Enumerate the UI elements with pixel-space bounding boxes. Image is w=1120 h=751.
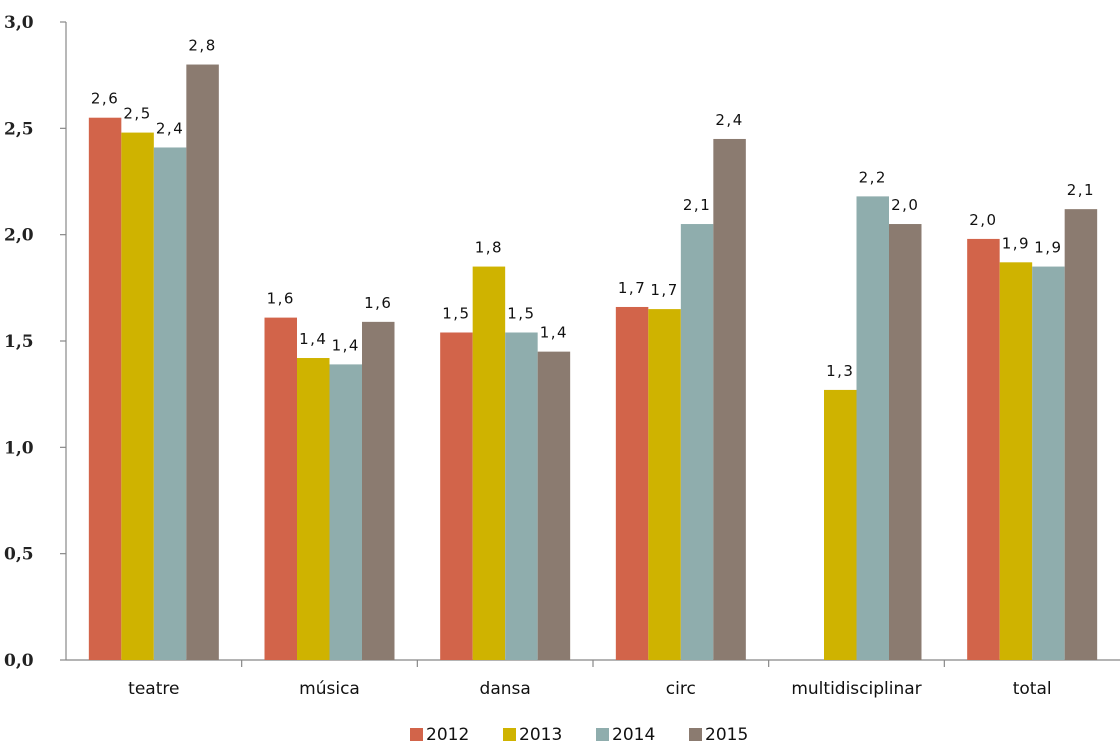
bar <box>889 224 922 661</box>
bar <box>824 389 857 660</box>
bar <box>999 262 1033 660</box>
data-label: 1,8 <box>475 239 503 257</box>
legend-label: 2012 <box>426 725 469 745</box>
legend-label: 2013 <box>519 725 562 745</box>
data-label: 2,0 <box>891 196 919 214</box>
bar <box>680 224 714 661</box>
bar <box>967 238 1000 661</box>
bar <box>362 321 395 660</box>
y-tick-label: 2,0 <box>4 226 34 246</box>
bar <box>713 138 746 660</box>
y-tick-label: 3,0 <box>4 13 34 33</box>
bar <box>121 132 154 660</box>
legend-label: 2015 <box>705 725 748 745</box>
bar <box>1064 209 1098 660</box>
data-label: 2,2 <box>859 168 887 186</box>
data-label: 2,8 <box>188 37 216 55</box>
y-axis: 0,0 0,5 1,0 1,5 2,0 2,5 3,0 <box>4 13 67 671</box>
bars <box>88 64 1098 661</box>
data-label: 1,4 <box>332 336 360 354</box>
data-label: 1,5 <box>507 304 535 322</box>
x-tick-label: música <box>299 679 360 699</box>
data-label: 1,3 <box>826 362 854 380</box>
bar <box>186 64 219 661</box>
bar <box>297 358 330 660</box>
data-label: 1,6 <box>364 294 392 312</box>
data-label: 1,5 <box>442 304 470 322</box>
y-tick-label: 0,5 <box>4 545 34 565</box>
data-label: 2,4 <box>715 111 743 129</box>
y-tick-label: 1,5 <box>4 332 34 352</box>
x-tick-label: circ <box>666 679 696 699</box>
x-tick-label: multidisciplinar <box>791 679 921 699</box>
data-label: 2,4 <box>156 119 184 137</box>
bar <box>856 196 889 661</box>
legend-item: 2014 <box>596 725 655 745</box>
y-tick-label: 1,0 <box>4 438 34 458</box>
bar <box>505 332 538 660</box>
bar <box>264 317 297 660</box>
x-tick-label: teatre <box>128 679 179 699</box>
legend-swatch <box>596 728 609 741</box>
y-tick-label: 0,0 <box>4 651 34 671</box>
bar <box>88 117 122 660</box>
data-labels: 2,62,52,42,81,61,4 1,41,61,51,81,51,41,7 1… <box>91 37 1095 380</box>
bar <box>153 147 187 660</box>
legend-item: 2015 <box>689 725 748 745</box>
data-label: 2,6 <box>91 90 119 108</box>
bar <box>440 332 473 660</box>
bar <box>615 306 649 660</box>
data-label: 1,4 <box>299 330 327 348</box>
data-label: 2,0 <box>969 211 997 229</box>
legend-swatch <box>503 728 516 741</box>
x-tick-label: total <box>1013 679 1052 699</box>
data-label: 1,7 <box>618 279 646 297</box>
data-label: 2,1 <box>1067 181 1095 199</box>
bar <box>329 364 362 660</box>
data-label: 1,7 <box>650 281 678 299</box>
legend-swatch <box>410 728 423 741</box>
data-label: 1,9 <box>1034 239 1062 257</box>
data-label: 1,4 <box>540 324 568 342</box>
x-tick-label: dansa <box>480 679 531 699</box>
legend-swatch <box>689 728 702 741</box>
legend-item: 2013 <box>503 725 562 745</box>
legend-label: 2014 <box>612 725 655 745</box>
bar <box>648 309 681 660</box>
bar <box>1032 266 1065 660</box>
data-label: 2,5 <box>123 105 151 123</box>
x-axis: teatre música dansa circ multidisciplinar tot… <box>66 659 1120 699</box>
legend: 2012 2013 2014 2015 <box>410 725 748 745</box>
bar <box>472 266 506 660</box>
bar <box>537 351 571 660</box>
data-label: 1,6 <box>267 290 295 308</box>
y-tick-label: 2,5 <box>4 119 34 139</box>
data-label: 2,1 <box>683 196 711 214</box>
data-label: 1,9 <box>1002 234 1030 252</box>
legend-item: 2012 <box>410 725 469 745</box>
